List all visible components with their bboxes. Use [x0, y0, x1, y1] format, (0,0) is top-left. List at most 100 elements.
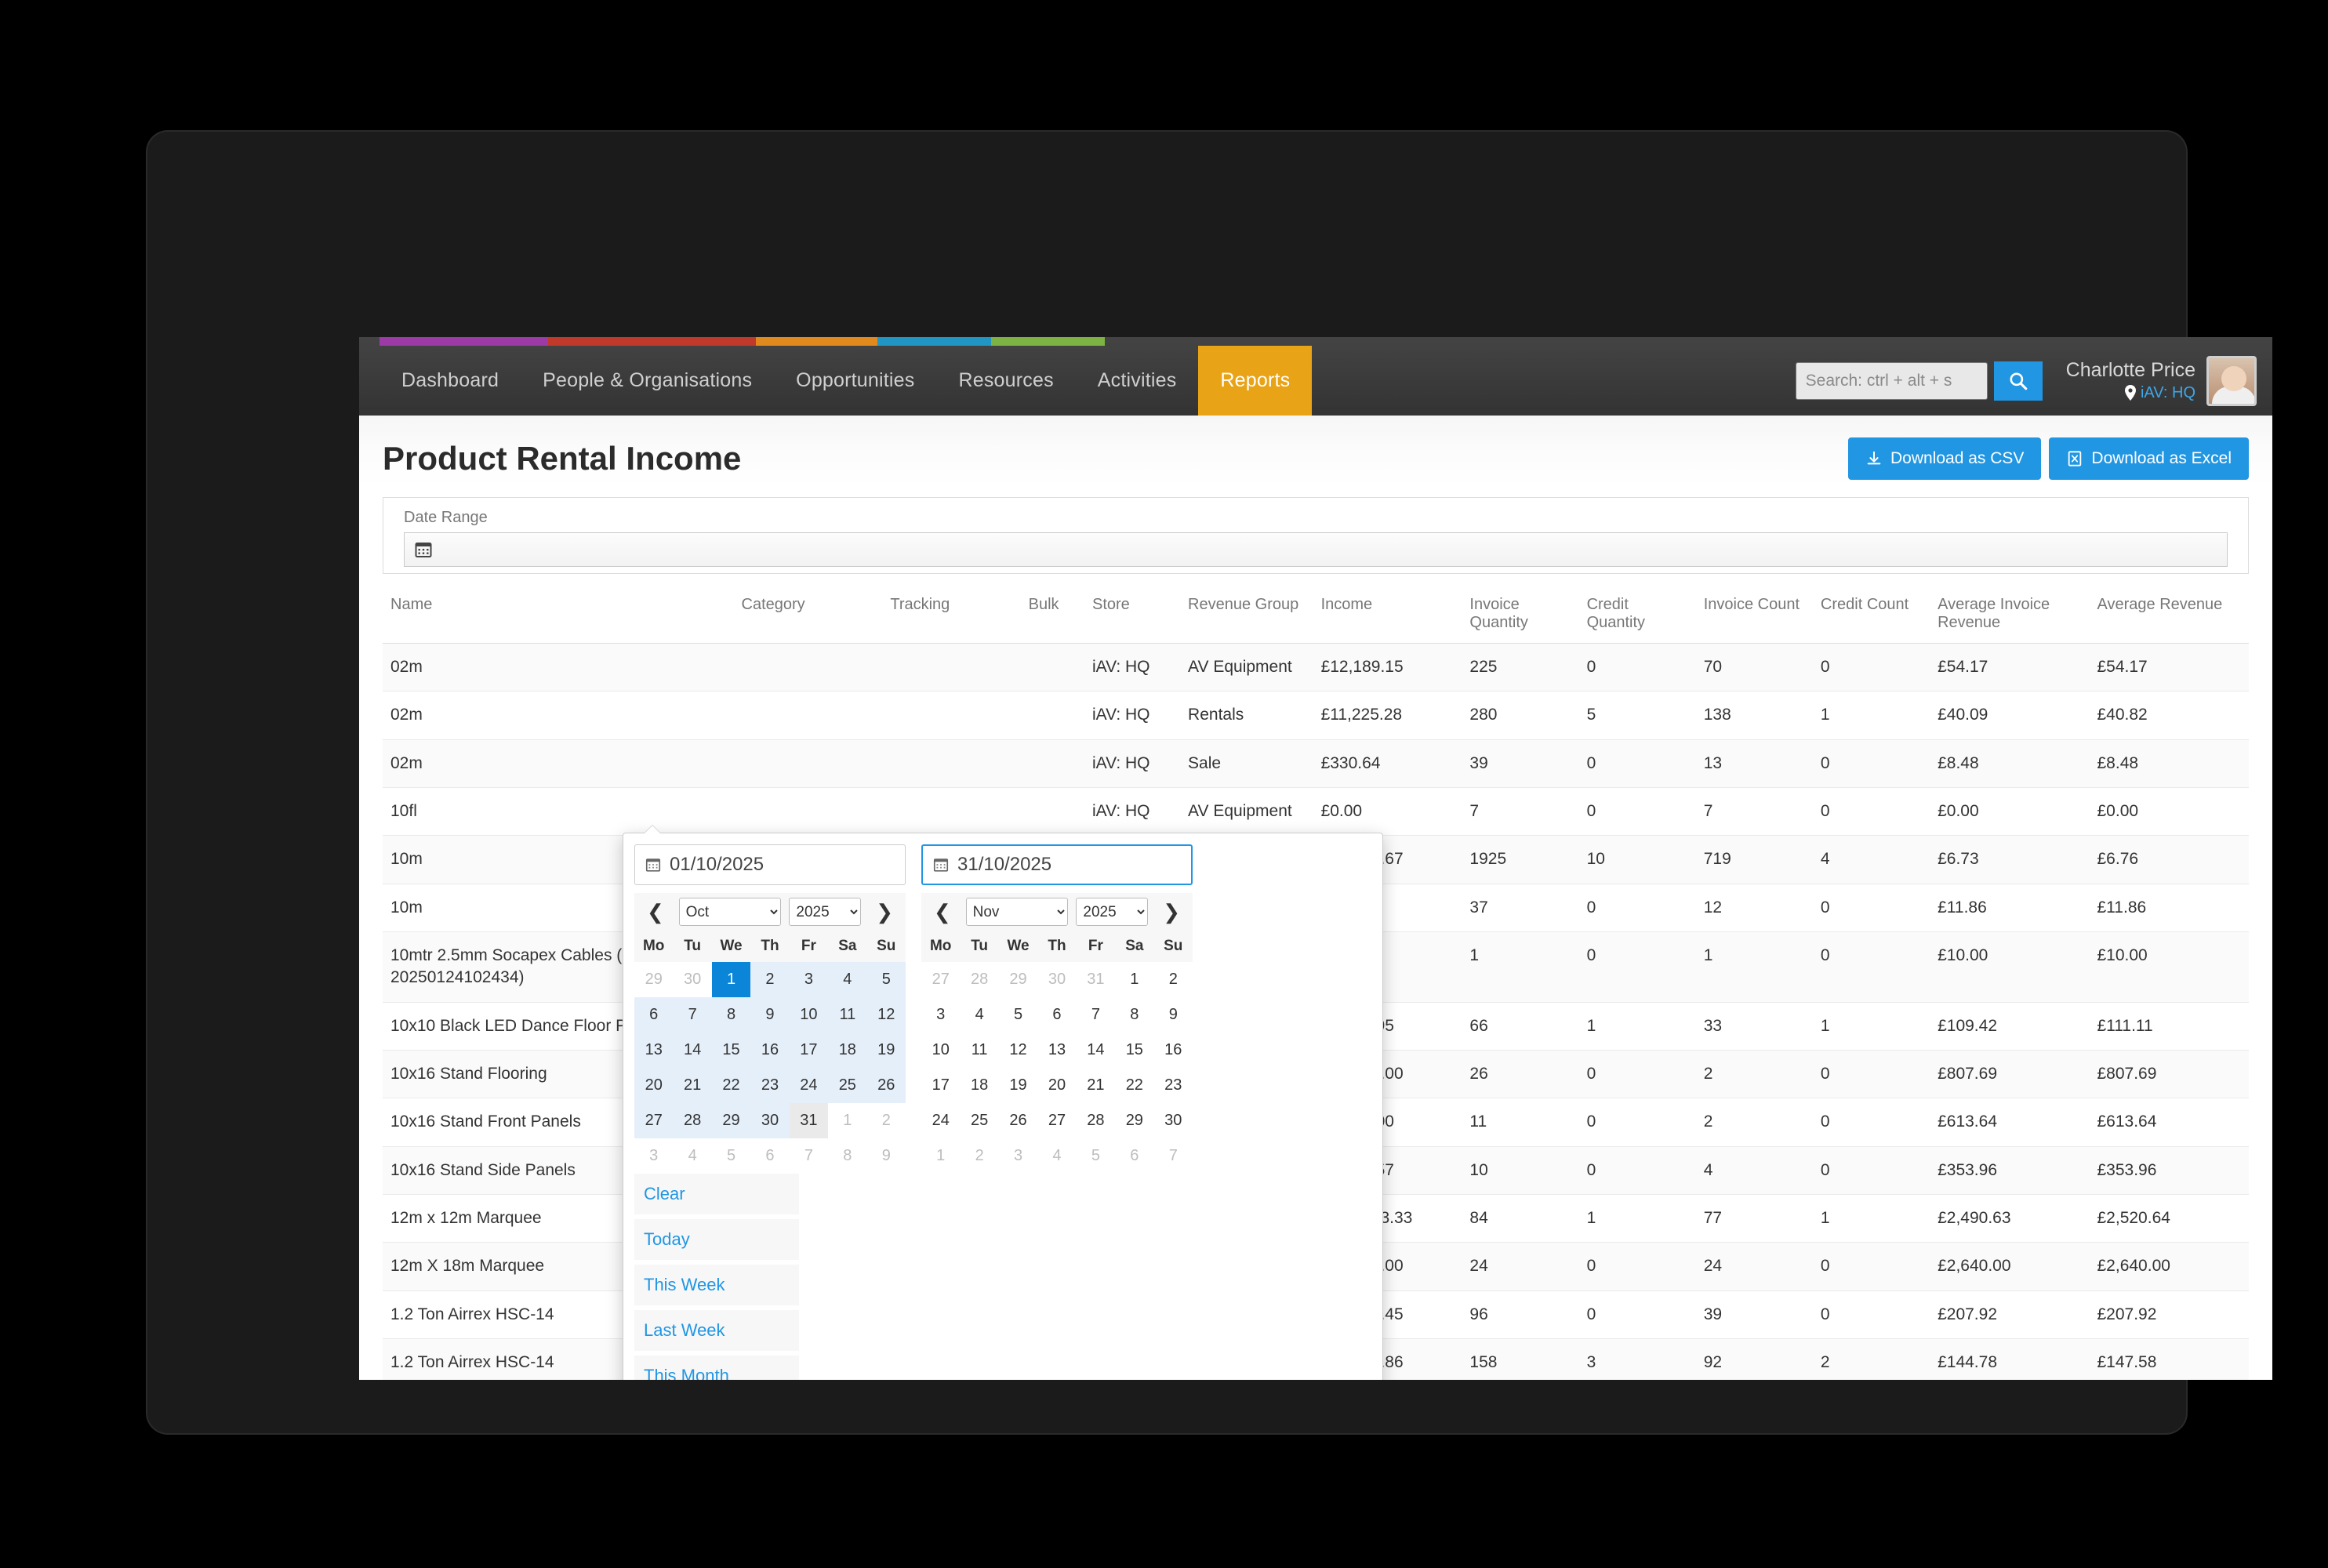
calendar-day[interactable]: 29: [1115, 1103, 1154, 1138]
next-month-arrow-right[interactable]: ❯: [1163, 899, 1180, 924]
calendar-day[interactable]: 26: [866, 1068, 906, 1103]
calendar-day[interactable]: 9: [750, 997, 790, 1033]
calendar-day[interactable]: 7: [789, 1138, 829, 1174]
calendar-day[interactable]: 2: [1153, 962, 1193, 997]
calendar-day[interactable]: 30: [1037, 962, 1077, 997]
prev-month-arrow-left[interactable]: ❮: [647, 899, 664, 924]
calendar-day[interactable]: 10: [789, 997, 829, 1033]
column-header-invoice-count[interactable]: Invoice Count: [1695, 585, 1813, 644]
calendar-day[interactable]: 12: [998, 1033, 1038, 1068]
calendar-day[interactable]: 6: [1037, 997, 1077, 1033]
calendar-day[interactable]: 19: [866, 1033, 906, 1068]
calendar-day[interactable]: 6: [750, 1138, 790, 1174]
calendar-day[interactable]: 28: [1076, 1103, 1116, 1138]
end-date-input[interactable]: 31/10/2025: [921, 844, 1193, 885]
search-input[interactable]: [1795, 361, 1988, 400]
calendar-day[interactable]: 12: [866, 997, 906, 1033]
year-select-left[interactable]: 20232024202520262027: [789, 898, 862, 926]
calendar-day[interactable]: 27: [634, 1103, 674, 1138]
calendar-day[interactable]: 22: [1115, 1068, 1154, 1103]
year-select-right[interactable]: 20232024202520262027: [1076, 898, 1149, 926]
nav-item-activities[interactable]: Activities: [1097, 369, 1177, 391]
range-preset-last-week[interactable]: Last Week: [634, 1310, 799, 1351]
month-select-right[interactable]: JanFebMarAprMayJunJulAugSepOctNovDec: [965, 898, 1068, 926]
calendar-day[interactable]: 21: [1076, 1068, 1116, 1103]
calendar-day[interactable]: 4: [673, 1138, 712, 1174]
calendar-day[interactable]: 30: [673, 962, 712, 997]
column-header-tracking[interactable]: Tracking: [882, 585, 1021, 644]
calendar-day[interactable]: 23: [1153, 1068, 1193, 1103]
calendar-day[interactable]: 21: [673, 1068, 712, 1103]
date-range-field[interactable]: [404, 532, 2228, 567]
calendar-day[interactable]: 29: [998, 962, 1038, 997]
calendar-day[interactable]: 10: [921, 1033, 961, 1068]
calendar-day[interactable]: 4: [1037, 1138, 1077, 1174]
calendar-day[interactable]: 28: [960, 962, 999, 997]
nav-item-reports[interactable]: Reports: [1198, 346, 1313, 416]
table-row[interactable]: 10fl iAV: HQ AV Equipment £0.00 7 0 7 0 £0.00 £0.…: [383, 787, 2249, 837]
calendar-day[interactable]: 11: [960, 1033, 999, 1068]
column-header-bulk[interactable]: Bulk: [1020, 585, 1084, 644]
calendar-day[interactable]: 19: [998, 1068, 1038, 1103]
calendar-day[interactable]: 24: [789, 1068, 829, 1103]
calendar-day[interactable]: 18: [828, 1033, 867, 1068]
range-preset-this-week[interactable]: This Week: [634, 1265, 799, 1305]
column-header-category[interactable]: Category: [733, 585, 883, 644]
next-month-arrow-left[interactable]: ❯: [876, 899, 893, 924]
calendar-day[interactable]: 3: [998, 1138, 1038, 1174]
nav-item-opportunities[interactable]: Opportunities: [796, 369, 915, 391]
column-header-credit-quantity[interactable]: Credit Quantity: [1578, 585, 1696, 644]
calendar-day[interactable]: 5: [866, 962, 906, 997]
calendar-day[interactable]: 2: [960, 1138, 999, 1174]
calendar-day[interactable]: 16: [1153, 1033, 1193, 1068]
column-header-income[interactable]: Income: [1313, 585, 1462, 644]
calendar-day[interactable]: 25: [960, 1103, 999, 1138]
calendar-day[interactable]: 8: [711, 997, 751, 1033]
column-header-store[interactable]: Store: [1084, 585, 1181, 644]
calendar-day[interactable]: 13: [634, 1033, 674, 1068]
column-header-invoice-quantity[interactable]: Invoice Quantity: [1462, 585, 1579, 644]
column-header-name[interactable]: Name: [383, 585, 734, 644]
calendar-day[interactable]: 25: [828, 1068, 867, 1103]
calendar-day[interactable]: 28: [673, 1103, 712, 1138]
calendar-day[interactable]: 14: [673, 1033, 712, 1068]
calendar-day[interactable]: 9: [1153, 997, 1193, 1033]
column-header-revenue-group[interactable]: Revenue Group: [1180, 585, 1313, 644]
calendar-day[interactable]: 4: [960, 997, 999, 1033]
calendar-day[interactable]: 3: [634, 1138, 674, 1174]
table-row[interactable]: 02m iAV: HQ AV Equipment £12,189.15 225 0 70 0 £…: [383, 643, 2249, 692]
calendar-day[interactable]: 20: [1037, 1068, 1077, 1103]
calendar-day[interactable]: 7: [673, 997, 712, 1033]
nav-item-people-organisations[interactable]: People & Organisations: [543, 369, 753, 391]
calendar-day[interactable]: 5: [711, 1138, 751, 1174]
calendar-day[interactable]: 26: [998, 1103, 1038, 1138]
calendar-day[interactable]: 7: [1153, 1138, 1193, 1174]
download-csv-button[interactable]: Download as CSV: [1847, 437, 2042, 480]
calendar-day[interactable]: 17: [921, 1068, 961, 1103]
calendar-day[interactable]: 29: [634, 962, 674, 997]
calendar-day-selected[interactable]: 1: [711, 962, 751, 997]
column-header-average-revenue[interactable]: Average Revenue: [2089, 585, 2249, 644]
calendar-day[interactable]: 5: [998, 997, 1038, 1033]
calendar-day[interactable]: 3: [789, 962, 829, 997]
column-header-credit-count[interactable]: Credit Count: [1812, 585, 1930, 644]
calendar-day[interactable]: 16: [750, 1033, 790, 1068]
calendar-day[interactable]: 6: [1115, 1138, 1154, 1174]
calendar-day-hovered[interactable]: 31: [789, 1103, 829, 1138]
calendar-day[interactable]: 7: [1076, 997, 1116, 1033]
calendar-day[interactable]: 30: [1153, 1103, 1193, 1138]
calendar-day[interactable]: 23: [750, 1068, 790, 1103]
table-row[interactable]: 02m iAV: HQ Sale £330.64 39 0 13 0 £8.48 £8.48: [383, 739, 2249, 789]
calendar-day[interactable]: 6: [634, 997, 674, 1033]
calendar-day[interactable]: 11: [828, 997, 867, 1033]
start-date-input[interactable]: 01/10/2025: [634, 844, 906, 885]
calendar-day[interactable]: 18: [960, 1068, 999, 1103]
calendar-day[interactable]: 1: [921, 1138, 961, 1174]
calendar-day[interactable]: 1: [828, 1103, 867, 1138]
user-block[interactable]: Charlotte Price iAV: HQ: [2066, 358, 2195, 402]
calendar-day[interactable]: 27: [1037, 1103, 1077, 1138]
search-button[interactable]: [1993, 361, 2043, 401]
calendar-day[interactable]: 9: [866, 1138, 906, 1174]
range-preset-clear[interactable]: Clear: [634, 1174, 799, 1214]
calendar-day[interactable]: 4: [828, 962, 867, 997]
